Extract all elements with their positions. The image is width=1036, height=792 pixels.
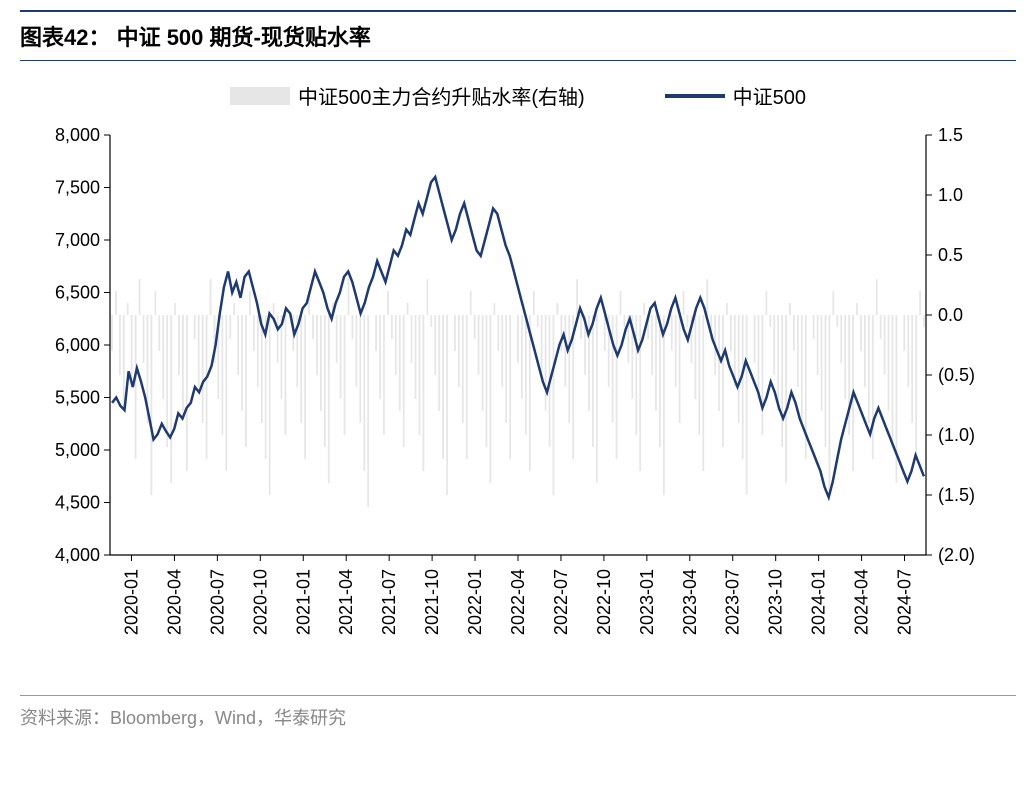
bar-series [111, 279, 925, 507]
svg-text:2022-07: 2022-07 [551, 569, 571, 635]
svg-text:7,000: 7,000 [55, 230, 100, 250]
legend-label-line: 中证500 [733, 81, 806, 110]
svg-text:(1.0): (1.0) [938, 425, 975, 445]
legend-label-area: 中证500主力合约升贴水率(右轴) [298, 81, 585, 110]
right-y-axis: (2.0) (1.5) (1.0) (0.5) 0.0 0.5 1.0 1.5 [926, 125, 975, 565]
svg-text:2022-04: 2022-04 [508, 569, 528, 635]
chart-title-row: 图表42： 中证 500 期货-现货贴水率 [20, 10, 1016, 61]
svg-text:2020-07: 2020-07 [207, 569, 227, 635]
svg-text:2022-01: 2022-01 [465, 569, 485, 635]
svg-text:4,000: 4,000 [55, 545, 100, 565]
legend-swatch-area [230, 87, 290, 105]
svg-text:5,000: 5,000 [55, 440, 100, 460]
chart-footer: 资料来源：Bloomberg，Wind，华泰研究 [20, 695, 1016, 730]
svg-text:8,000: 8,000 [55, 125, 100, 145]
svg-text:6,000: 6,000 [55, 335, 100, 355]
svg-text:2024-01: 2024-01 [809, 569, 829, 635]
svg-text:1.0: 1.0 [938, 185, 963, 205]
legend-item-line: 中证500 [665, 81, 806, 110]
legend-item-area: 中证500主力合约升贴水率(右轴) [230, 81, 585, 110]
svg-text:2023-04: 2023-04 [680, 569, 700, 635]
svg-text:2024-04: 2024-04 [852, 569, 872, 635]
legend-swatch-line [665, 94, 725, 98]
svg-text:(0.5): (0.5) [938, 365, 975, 385]
svg-text:2023-10: 2023-10 [766, 569, 786, 635]
chart-title: 图表42： 中证 500 期货-现货贴水率 [20, 20, 1016, 52]
svg-text:2021-01: 2021-01 [293, 569, 313, 635]
svg-text:7,500: 7,500 [55, 178, 100, 198]
svg-text:0.0: 0.0 [938, 305, 963, 325]
legend: 中证500主力合约升贴水率(右轴) 中证500 [20, 81, 1016, 110]
svg-text:0.5: 0.5 [938, 245, 963, 265]
svg-text:2020-10: 2020-10 [250, 569, 270, 635]
svg-text:6,500: 6,500 [55, 283, 100, 303]
x-axis: 2020-01 2020-04 2020-07 2020-10 2021-01 2021-… [121, 555, 914, 635]
svg-text:5,500: 5,500 [55, 388, 100, 408]
svg-text:2022-10: 2022-10 [594, 569, 614, 635]
svg-text:2024-07: 2024-07 [895, 569, 915, 635]
svg-text:2023-01: 2023-01 [637, 569, 657, 635]
svg-text:2023-07: 2023-07 [723, 569, 743, 635]
svg-text:4,500: 4,500 [55, 493, 100, 513]
svg-text:2020-04: 2020-04 [164, 569, 184, 635]
svg-text:2020-01: 2020-01 [121, 569, 141, 635]
chart-svg: 4,000 4,500 5,000 5,500 6,000 6,500 7,000 7,500… [20, 125, 1016, 685]
chart-area: 4,000 4,500 5,000 5,500 6,000 6,500 7,000 7,500… [20, 125, 1016, 685]
svg-text:1.5: 1.5 [938, 125, 963, 145]
svg-text:2021-10: 2021-10 [422, 569, 442, 635]
svg-text:(2.0): (2.0) [938, 545, 975, 565]
left-y-axis: 4,000 4,500 5,000 5,500 6,000 6,500 7,000 7,500… [55, 125, 110, 565]
svg-text:2021-04: 2021-04 [336, 569, 356, 635]
svg-text:(1.5): (1.5) [938, 485, 975, 505]
svg-text:2021-07: 2021-07 [379, 569, 399, 635]
